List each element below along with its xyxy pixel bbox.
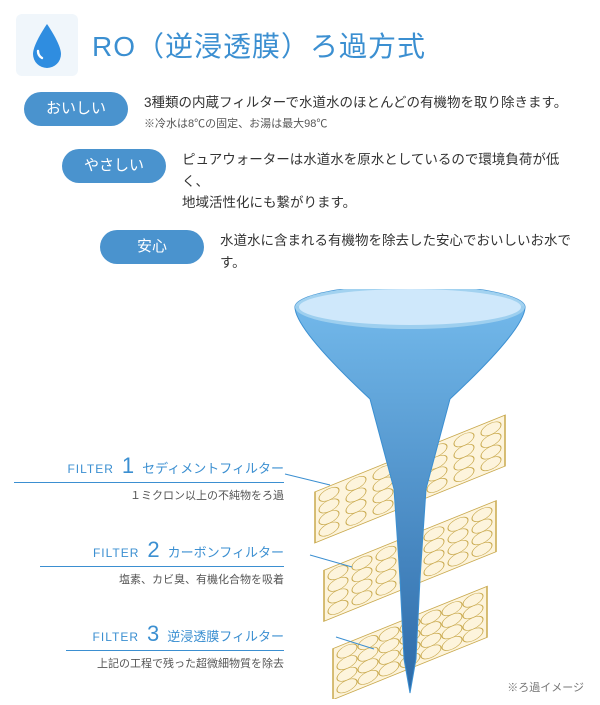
filter-word: FILTER [93,630,139,644]
filter-number: 2 [147,537,159,563]
feature-text: ピュアウォーターは水道水を原水としているので環境負荷が低く、 地域活性化にも繋が… [182,149,582,214]
filter-labels: FILTER 1 セディメントフィルター １ミクロン以上の不純物をろ過 FILT… [14,453,284,705]
feature-pill: 安心 [100,230,204,264]
feature-text: 3種類の内蔵フィルターで水道水のほとんどの有機物を取り除きます。 ※冷水は8℃の… [144,92,567,133]
feature-sub: ※冷水は8℃の固定、お湯は最大98℃ [144,116,567,134]
feature-main: 水道水に含まれる有機物を除去した安心でおいしいお水です。 [220,230,582,273]
filter-item: FILTER 3 逆浸透膜フィルター 上記の工程で残った超微細物質を除去 [66,621,284,671]
filter-name: カーボンフィルター [168,542,284,561]
feature-pill: やさしい [62,149,166,183]
diagram-note: ※ろ過イメージ [507,679,584,695]
feature-item: おいしい 3種類の内蔵フィルターで水道水のほとんどの有機物を取り除きます。 ※冷… [24,92,582,133]
feature-pill: おいしい [24,92,128,126]
features-list: おいしい 3種類の内蔵フィルターで水道水のほとんどの有機物を取り除きます。 ※冷… [0,84,600,273]
drop-icon-box [16,14,78,76]
water-drop-icon [29,22,65,68]
filter-item: FILTER 1 セディメントフィルター １ミクロン以上の不純物をろ過 [14,453,284,503]
filter-number: 1 [122,453,134,479]
filter-desc: 塩素、カビ臭、有機化合物を吸着 [40,571,284,587]
filter-word: FILTER [93,546,139,560]
filter-number: 3 [147,621,159,647]
filter-name: 逆浸透膜フィルター [167,626,284,645]
feature-text: 水道水に含まれる有機物を除去した安心でおいしいお水です。 [220,230,582,273]
filter-header: FILTER 2 カーボンフィルター [40,537,284,567]
feature-main: 3種類の内蔵フィルターで水道水のほとんどの有機物を取り除きます。 [144,92,567,114]
filter-item: FILTER 2 カーボンフィルター 塩素、カビ臭、有機化合物を吸着 [40,537,284,587]
filter-header: FILTER 3 逆浸透膜フィルター [66,621,284,651]
filter-header: FILTER 1 セディメントフィルター [14,453,284,483]
feature-main: ピュアウォーターは水道水を原水としているので環境負荷が低く、 地域活性化にも繋が… [182,149,582,214]
filter-desc: １ミクロン以上の不純物をろ過 [14,487,284,503]
feature-item: やさしい ピュアウォーターは水道水を原水としているので環境負荷が低く、 地域活性… [62,149,582,214]
filter-name: セディメントフィルター [142,458,284,477]
page-title: RO（逆浸透膜）ろ過方式 [92,25,426,65]
feature-item: 安心 水道水に含まれる有機物を除去した安心でおいしいお水です。 [100,230,582,273]
filter-word: FILTER [67,462,113,476]
filtration-diagram: FILTER 1 セディメントフィルター １ミクロン以上の不純物をろ過 FILT… [0,289,600,699]
